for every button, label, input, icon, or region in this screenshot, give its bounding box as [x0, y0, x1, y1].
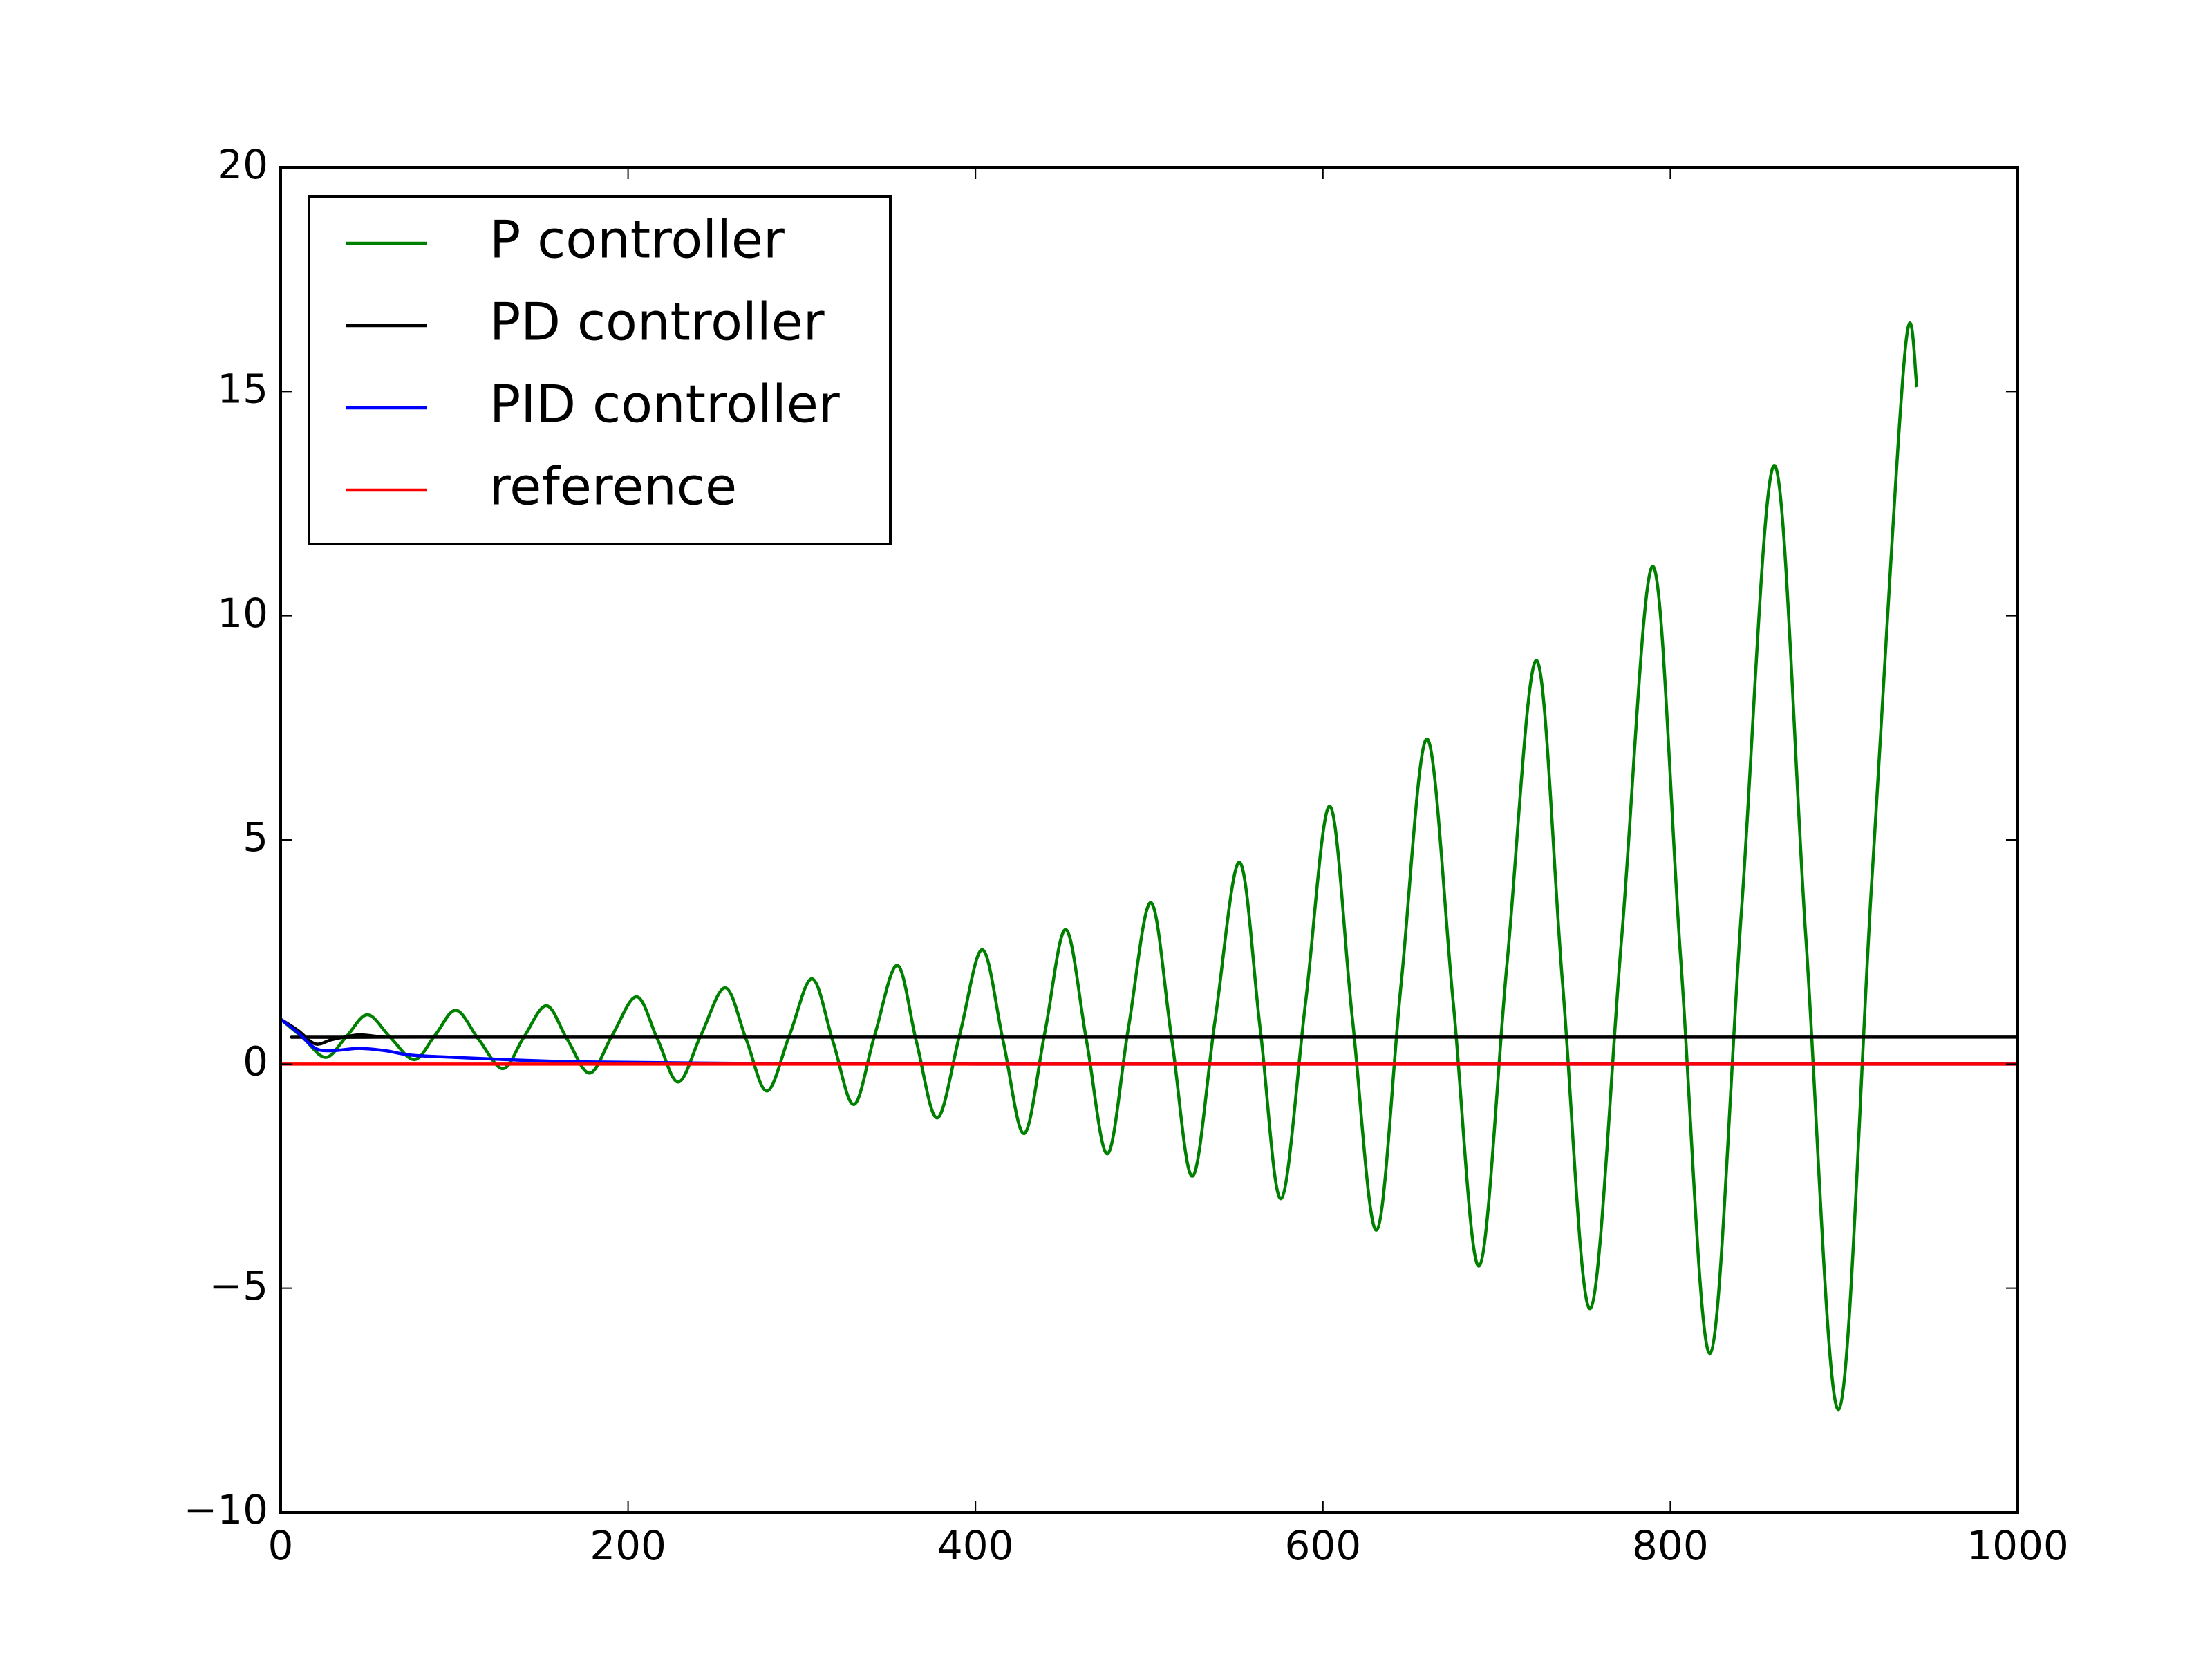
legend-label: P controller [489, 209, 785, 270]
x-tick-label: 400 [937, 1522, 1014, 1569]
y-tick-label: −10 [184, 1486, 268, 1533]
x-tick-label: 800 [1632, 1522, 1709, 1569]
x-tick-label: 600 [1284, 1522, 1361, 1569]
y-tick-label: 5 [243, 814, 268, 861]
x-tick-label: 200 [590, 1522, 666, 1569]
x-tick-label: 1000 [1967, 1522, 2069, 1569]
legend-label: reference [489, 456, 737, 517]
series-line [281, 321, 1919, 1412]
x-tick-label: 0 [268, 1522, 294, 1569]
y-tick-label: 20 [217, 141, 268, 188]
y-tick-label: 0 [243, 1038, 268, 1085]
y-tick-label: 10 [217, 590, 268, 637]
legend-box [308, 195, 892, 545]
legend-label: PD controller [489, 292, 825, 353]
y-tick-label: 15 [217, 365, 268, 412]
y-tick-label: −5 [209, 1262, 269, 1309]
legend-label: PID controller [489, 374, 840, 435]
